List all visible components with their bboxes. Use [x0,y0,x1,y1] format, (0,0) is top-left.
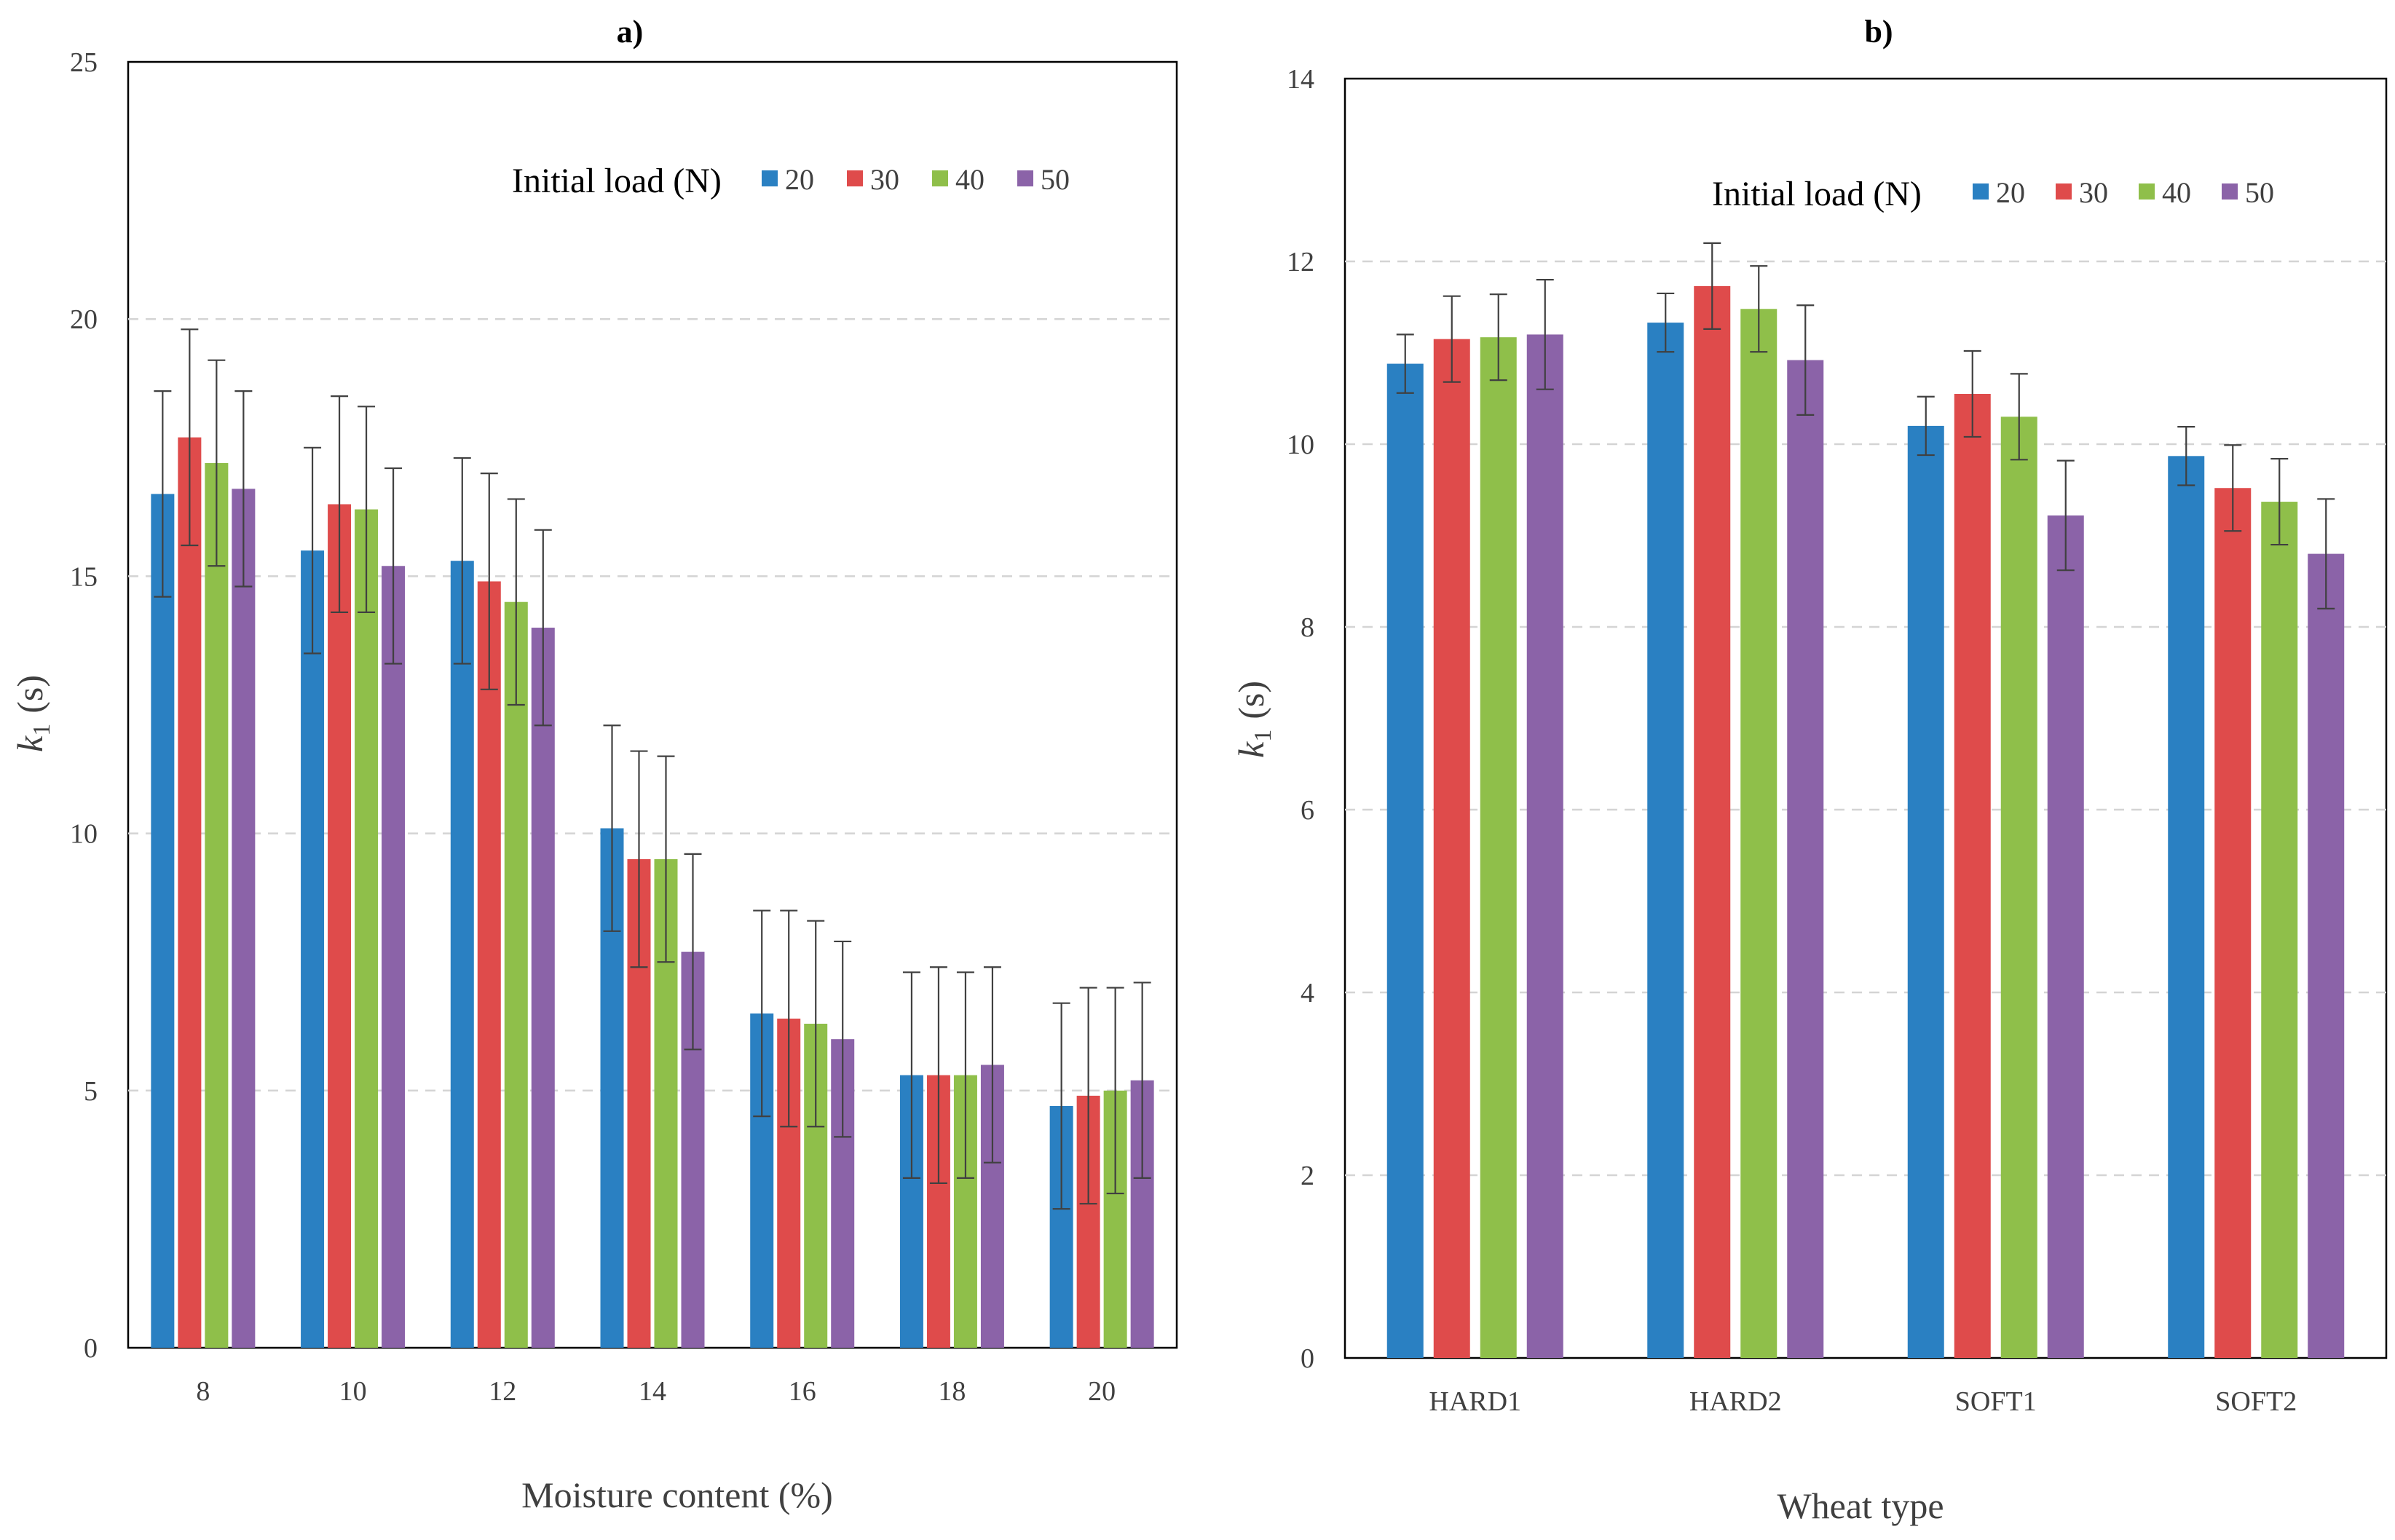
bar-50 [1787,360,1824,1358]
bar-40 [2000,416,2037,1358]
legend-label-40: 40 [955,163,985,196]
bar-50 [531,628,555,1348]
bar-30 [1433,339,1470,1358]
y-axis-label-symbol: k [1231,741,1271,758]
x-tick-label: HARD2 [1689,1386,1782,1417]
bar-50 [2047,515,2084,1358]
y-tick-label: 8 [1301,612,1314,643]
bar-20 [151,494,175,1348]
bar-20 [2168,456,2205,1359]
bar-50 [1526,334,1563,1358]
y-axis-label: k1 (s) [1231,681,1277,758]
legend-label-30: 30 [2079,176,2108,209]
y-tick-label: 20 [70,304,98,335]
x-tick-label: 10 [339,1376,367,1407]
y-tick-label: 15 [70,561,98,592]
bar-50 [2308,553,2345,1358]
legend-swatch-40 [2139,183,2155,200]
y-axis-label-unit: (s) [9,675,50,714]
bar-50 [382,566,406,1348]
bar-20 [1386,363,1424,1358]
panel-a-chart: 0 5 10 15 20 25 8 10 12 14 16 18 20 a) Moisture conten… [9,14,1178,1515]
x-tick-label: 8 [196,1376,210,1407]
x-tick-label: 16 [789,1376,816,1407]
plot-area [1344,77,2388,1359]
bar-30 [477,581,501,1348]
legend-swatch-40 [932,170,948,186]
bar-20 [1907,425,1944,1358]
bar-30 [2214,488,2252,1358]
legend-title: Initial load (N) [1712,175,1922,213]
bar-30 [328,504,352,1348]
legend-label-20: 20 [1996,176,2025,209]
legend-label-50: 50 [2245,176,2274,209]
legend-swatch-30 [847,170,863,186]
y-tick-label: 12 [1287,247,1314,277]
plot-area [127,60,1178,1349]
x-tick-label: HARD1 [1429,1386,1521,1417]
x-axis-label: Wheat type [1777,1485,1944,1526]
legend-label-20: 20 [785,163,814,196]
y-tick-label: 10 [1287,430,1314,460]
y-axis-label-symbol: k [9,735,50,752]
x-tick-label: SOFT1 [1955,1386,2037,1417]
panel-title: b) [1864,14,1893,50]
bar-40 [355,509,379,1348]
bar-30 [1694,285,1731,1358]
legend-swatch-30 [2056,183,2072,200]
bar-30 [178,437,202,1348]
x-tick-label: SOFT2 [2215,1386,2297,1417]
y-axis-label-subscript: 1 [1250,730,1277,742]
legend-title: Initial load (N) [512,162,722,200]
bar-40 [205,462,229,1349]
y-tick-label: 10 [70,819,98,850]
legend-label-40: 40 [2162,176,2191,209]
y-tick-label: 14 [1287,64,1314,95]
legend: Initial load (N) 20 30 40 50 [512,162,1070,200]
y-tick-label: 25 [70,47,98,78]
x-tick-label: 18 [938,1376,966,1407]
bar-40 [2261,502,2298,1359]
x-axis-label: Moisture content (%) [521,1474,833,1515]
panel-title: a) [617,14,644,50]
legend-label-50: 50 [1041,163,1070,196]
x-tick-label: 20 [1088,1376,1116,1407]
legend-swatch-50 [2222,183,2238,200]
bar-40 [1740,309,1777,1358]
y-axis-label: k1 (s) [9,675,55,752]
bar-20 [301,550,325,1348]
legend-label-30: 30 [870,163,899,196]
legend-swatch-20 [762,170,778,186]
legend: Initial load (N) 20 30 40 50 [1712,175,2274,213]
panel-b-chart: 0 2 4 6 8 10 12 14 HARD1 HARD2 SOFT1 SOFT2 b) Wheat t… [1231,14,2388,1526]
legend-swatch-50 [1017,170,1033,186]
y-axis-label-subscript: 1 [28,724,55,736]
x-tick-label: 14 [639,1376,666,1407]
y-tick-label: 4 [1301,978,1314,1008]
bar-50 [232,489,256,1348]
y-tick-label: 5 [84,1076,98,1107]
y-tick-label: 0 [1301,1343,1314,1374]
bar-20 [450,561,474,1348]
y-tick-label: 6 [1301,795,1314,826]
y-axis-label-unit: (s) [1231,681,1271,719]
bar-40 [504,601,528,1348]
legend-swatch-20 [1973,183,1989,200]
bar-30 [1954,393,1991,1358]
x-tick-label: 12 [489,1376,516,1407]
y-tick-label: 0 [84,1333,98,1364]
bar-20 [1647,323,1684,1359]
y-tick-label: 2 [1301,1161,1314,1191]
bar-40 [1480,337,1517,1358]
